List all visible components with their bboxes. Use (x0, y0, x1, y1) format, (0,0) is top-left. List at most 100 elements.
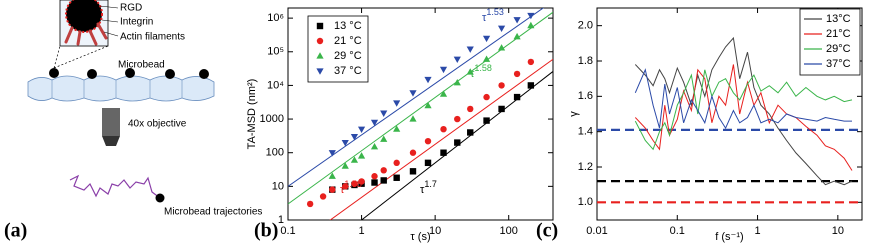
marker (350, 134, 359, 141)
y-tick-label: 1.8 (578, 55, 593, 67)
marker (527, 21, 535, 29)
fit-line (288, 11, 553, 205)
legend-marker (316, 37, 324, 45)
panel-label: (b) (254, 220, 278, 242)
marker (380, 110, 388, 117)
fit-annotation-base: τ (482, 12, 487, 24)
bead (155, 193, 165, 203)
x-tick-label: 10 (832, 225, 844, 237)
legend-label: 13°C (826, 13, 851, 25)
actin-filaments (64, 22, 108, 46)
inset-pointers (99, 5, 119, 37)
legend-marker (316, 68, 324, 75)
marker (497, 25, 506, 33)
fit-annotation: τ1.58 (470, 63, 492, 80)
marker (393, 159, 400, 167)
marker (439, 66, 448, 74)
x-axis-label: f (s⁻¹) (715, 231, 743, 243)
marker (306, 200, 314, 208)
marker (440, 149, 447, 156)
marker (342, 183, 349, 190)
legend-label: 37 °C (334, 65, 362, 77)
series-line (634, 64, 853, 171)
marker (393, 125, 401, 132)
marker (513, 32, 521, 40)
y-axis-label: γ (568, 111, 580, 117)
plot-frame (287, 7, 554, 221)
trajectory (69, 174, 161, 199)
marker (424, 137, 432, 145)
fit-annotation: τ1.53 (482, 7, 504, 24)
y-tick-label: 10⁴ (267, 79, 284, 91)
y-tick-label: 10⁶ (267, 12, 284, 24)
legend-label: 37°C (826, 58, 851, 70)
marker (350, 156, 359, 163)
y-tick-label: 1.6 (578, 90, 593, 102)
plot-area (597, 36, 862, 204)
marker (328, 172, 336, 179)
marker (393, 100, 401, 107)
panel-a-diagram: RGD Integrin Actin filaments Microbead 4… (4, 0, 262, 242)
x-tick-label: 1 (359, 225, 365, 237)
legend-label: 29 °C (334, 50, 362, 62)
marker (439, 90, 448, 97)
marker (341, 162, 349, 169)
marker (370, 142, 379, 150)
diagram-label: Microbead (118, 60, 165, 71)
plot-area (288, 8, 553, 220)
y-tick-label: 2.0 (578, 20, 593, 32)
x-tick-label: 0.01 (586, 225, 607, 237)
marker (409, 115, 417, 122)
fit-annotation-exponent: 1.58 (474, 63, 492, 73)
legend-marker (316, 22, 324, 30)
diagram-label: RGD (120, 3, 142, 14)
marker (351, 180, 358, 187)
marker (409, 90, 417, 97)
fit-line (329, 58, 553, 220)
cell-layer (27, 75, 215, 102)
marker (371, 173, 378, 180)
diagram-label: 40x objective (128, 119, 187, 130)
marker (527, 58, 535, 66)
legend-label: 21 °C (334, 35, 362, 47)
y-tick-label: 1.2 (578, 161, 593, 173)
y-axis-label: TA-MSD (nm²) (246, 79, 258, 150)
y-tick-label: 100 (266, 147, 284, 159)
marker (483, 117, 490, 124)
marker (424, 76, 432, 84)
marker (483, 93, 490, 101)
y-tick-label: 1000 (260, 113, 284, 125)
fit-annotation-exponent: 1.7 (424, 179, 437, 189)
marker (409, 149, 417, 156)
inset-guide (53, 45, 109, 69)
y-tick-label: 1 (278, 214, 284, 226)
marker (497, 44, 506, 51)
marker (454, 115, 461, 123)
marker (329, 186, 336, 193)
diagram-label: Microbead trajectories (164, 207, 262, 218)
marker (513, 17, 521, 24)
fit-annotation: τ1.58 (340, 179, 362, 196)
marker (466, 68, 474, 75)
inset-bead (65, 0, 103, 33)
cell-borders (51, 80, 183, 98)
marker (358, 178, 365, 185)
marker (409, 168, 417, 175)
x-tick-label: 100 (500, 225, 518, 237)
marker (328, 150, 336, 157)
marker (341, 139, 349, 147)
y-tick-label: 10 (272, 180, 284, 192)
marker (440, 125, 447, 133)
y-tick-label: 1.4 (578, 126, 593, 138)
marker (380, 177, 387, 184)
marker (393, 174, 400, 181)
bead (87, 69, 97, 79)
marker (498, 82, 505, 89)
marker (319, 193, 327, 200)
marker (380, 167, 387, 174)
marker (513, 70, 521, 78)
marker (357, 126, 366, 133)
series-line (634, 36, 853, 186)
series-line (634, 68, 852, 130)
